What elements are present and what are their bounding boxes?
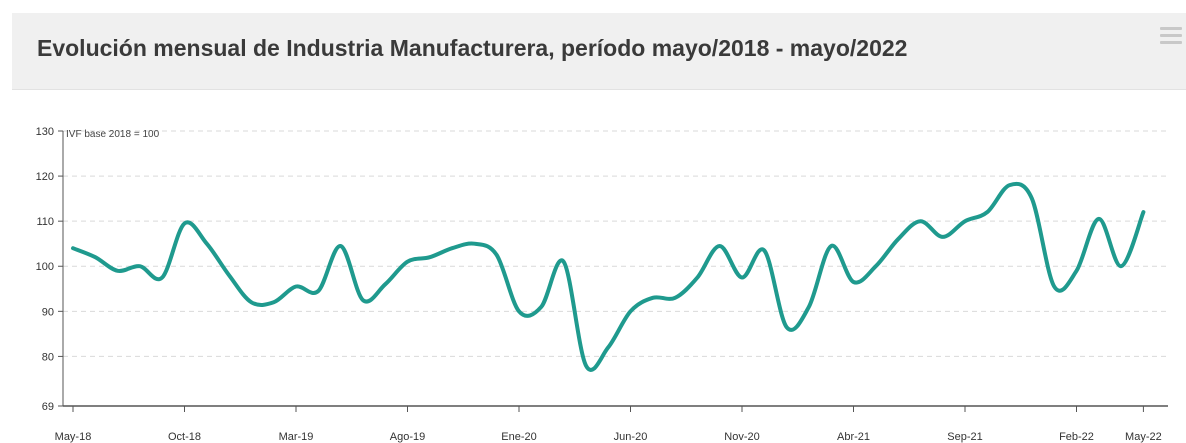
- data-point: [539, 305, 543, 309]
- chart-title: Evolución mensual de Industria Manufactu…: [37, 35, 908, 61]
- data-point: [406, 260, 410, 264]
- data-point: [71, 246, 75, 250]
- data-point: [116, 269, 120, 273]
- data-point: [428, 255, 432, 259]
- y-tick-label: 110: [36, 216, 54, 228]
- x-tick-label: Sep-21: [947, 431, 982, 443]
- data-point: [918, 219, 922, 223]
- data-point: [985, 210, 989, 214]
- y-tick-label: 80: [42, 351, 54, 363]
- y-axis-label: IVF base 2018 = 100: [66, 129, 160, 140]
- data-point: [205, 242, 209, 246]
- data-point: [183, 221, 187, 225]
- x-tick-label: Jun-20: [614, 431, 648, 443]
- x-tick-label: Feb-22: [1059, 431, 1094, 443]
- data-point: [941, 235, 945, 239]
- data-point: [160, 276, 164, 280]
- data-point: [339, 244, 343, 248]
- data-point: [93, 255, 97, 259]
- series-line: [71, 181, 1146, 372]
- hamburger-menu-icon[interactable]: [1160, 27, 1182, 45]
- data-point: [1075, 269, 1079, 273]
- data-point: [852, 280, 856, 284]
- x-tick-label: Ago-19: [390, 431, 425, 443]
- data-point: [673, 296, 677, 300]
- data-point: [762, 248, 766, 252]
- data-point: [316, 289, 320, 293]
- x-tick-label: May-22: [1125, 431, 1162, 443]
- data-point: [606, 345, 610, 349]
- data-point: [1052, 285, 1056, 289]
- data-point: [1008, 183, 1012, 187]
- data-point: [963, 219, 967, 223]
- data-point: [651, 296, 655, 300]
- data-point: [1030, 197, 1034, 201]
- x-tick-label: Mar-19: [279, 431, 314, 443]
- data-point: [1097, 217, 1101, 221]
- data-point: [361, 298, 365, 302]
- data-point: [807, 305, 811, 309]
- x-tick-label: Nov-20: [724, 431, 759, 443]
- x-tick-label: Ene-20: [501, 431, 536, 443]
- data-point: [1119, 264, 1123, 268]
- data-point: [272, 300, 276, 304]
- data-point: [562, 260, 566, 264]
- data-point: [249, 300, 253, 304]
- data-point: [472, 242, 476, 246]
- y-tick-label: 130: [36, 126, 54, 138]
- x-tick-label: Abr-21: [837, 431, 870, 443]
- data-point: [718, 244, 722, 248]
- data-point: [584, 363, 588, 367]
- y-tick-label: 69: [42, 401, 54, 413]
- data-point: [495, 253, 499, 257]
- data-point: [695, 276, 699, 280]
- y-tick-label: 120: [36, 171, 54, 183]
- x-tick-label: Oct-18: [168, 431, 201, 443]
- y-tick-label: 90: [42, 306, 54, 318]
- data-point: [383, 282, 387, 286]
- data-point: [450, 246, 454, 250]
- data-point: [138, 264, 142, 268]
- data-point: [874, 264, 878, 268]
- data-point: [629, 309, 633, 313]
- data-point: [227, 273, 231, 277]
- y-tick-label: 100: [36, 261, 54, 273]
- chart-header: Evolución mensual de Industria Manufactu…: [12, 13, 1186, 90]
- data-point: [740, 276, 744, 280]
- data-point: [896, 237, 900, 241]
- data-point: [785, 325, 789, 329]
- data-point: [517, 309, 521, 313]
- x-tick-label: May-18: [55, 431, 92, 443]
- data-point: [1141, 210, 1145, 214]
- data-point: [829, 244, 833, 248]
- data-point: [294, 285, 298, 289]
